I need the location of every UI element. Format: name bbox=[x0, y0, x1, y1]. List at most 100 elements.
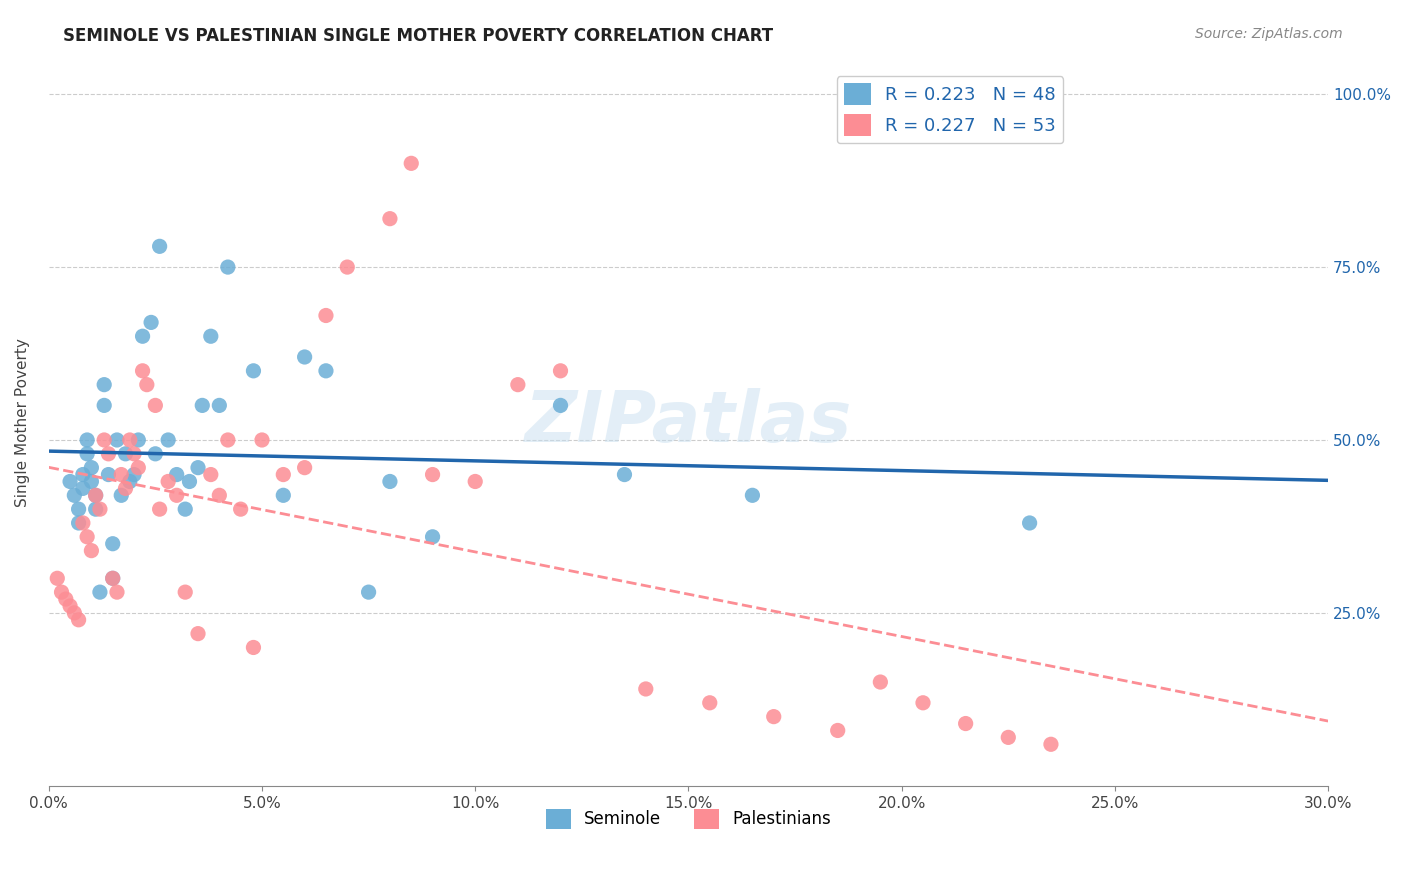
Point bbox=[118, 475, 141, 489]
Point bbox=[550, 398, 572, 412]
Point bbox=[63, 488, 86, 502]
Point bbox=[127, 460, 149, 475]
Point bbox=[174, 502, 197, 516]
Text: Source: ZipAtlas.com: Source: ZipAtlas.com bbox=[1195, 27, 1343, 41]
Point bbox=[80, 460, 103, 475]
Point bbox=[89, 502, 111, 516]
Legend: Seminole, Palestinians: Seminole, Palestinians bbox=[538, 802, 838, 836]
Point bbox=[72, 467, 94, 482]
Point bbox=[336, 260, 359, 274]
Point bbox=[187, 460, 209, 475]
Point bbox=[506, 377, 529, 392]
Point bbox=[378, 475, 401, 489]
Point bbox=[93, 377, 115, 392]
Point bbox=[110, 467, 132, 482]
Point bbox=[357, 585, 380, 599]
Point bbox=[550, 364, 572, 378]
Point bbox=[139, 315, 162, 329]
Point bbox=[250, 433, 273, 447]
Point bbox=[93, 398, 115, 412]
Point bbox=[166, 488, 188, 502]
Point bbox=[51, 585, 73, 599]
Point bbox=[135, 377, 157, 392]
Point bbox=[179, 475, 201, 489]
Point bbox=[80, 543, 103, 558]
Point bbox=[191, 398, 214, 412]
Point bbox=[157, 433, 180, 447]
Point bbox=[242, 640, 264, 655]
Point bbox=[122, 447, 145, 461]
Point bbox=[229, 502, 252, 516]
Point bbox=[84, 488, 107, 502]
Point bbox=[84, 502, 107, 516]
Point bbox=[114, 482, 136, 496]
Point bbox=[422, 467, 444, 482]
Point bbox=[315, 364, 337, 378]
Point bbox=[76, 433, 98, 447]
Point bbox=[634, 681, 657, 696]
Point bbox=[217, 260, 239, 274]
Point bbox=[174, 585, 197, 599]
Point bbox=[166, 467, 188, 482]
Point bbox=[145, 447, 167, 461]
Point bbox=[55, 592, 77, 607]
Point bbox=[72, 482, 94, 496]
Point bbox=[911, 696, 934, 710]
Point bbox=[59, 475, 82, 489]
Point bbox=[464, 475, 486, 489]
Point bbox=[67, 502, 90, 516]
Point bbox=[422, 530, 444, 544]
Point bbox=[101, 537, 124, 551]
Point bbox=[997, 731, 1019, 745]
Point bbox=[101, 571, 124, 585]
Point bbox=[1018, 516, 1040, 530]
Point bbox=[200, 467, 222, 482]
Point bbox=[208, 398, 231, 412]
Text: ZIPatlas: ZIPatlas bbox=[524, 388, 852, 458]
Point bbox=[294, 350, 316, 364]
Point bbox=[105, 433, 128, 447]
Point bbox=[827, 723, 849, 738]
Point bbox=[131, 364, 153, 378]
Point bbox=[118, 433, 141, 447]
Point bbox=[187, 626, 209, 640]
Point bbox=[80, 475, 103, 489]
Point bbox=[67, 613, 90, 627]
Point bbox=[105, 585, 128, 599]
Point bbox=[63, 606, 86, 620]
Point bbox=[97, 447, 120, 461]
Point bbox=[294, 460, 316, 475]
Point bbox=[399, 156, 422, 170]
Y-axis label: Single Mother Poverty: Single Mother Poverty bbox=[15, 338, 30, 508]
Point bbox=[145, 398, 167, 412]
Point bbox=[97, 467, 120, 482]
Point bbox=[59, 599, 82, 613]
Point bbox=[613, 467, 636, 482]
Point bbox=[762, 709, 785, 723]
Point bbox=[131, 329, 153, 343]
Point bbox=[242, 364, 264, 378]
Point bbox=[110, 488, 132, 502]
Point bbox=[378, 211, 401, 226]
Point bbox=[1039, 737, 1062, 751]
Point bbox=[217, 433, 239, 447]
Point bbox=[127, 433, 149, 447]
Point bbox=[67, 516, 90, 530]
Point bbox=[869, 675, 891, 690]
Point bbox=[741, 488, 763, 502]
Point bbox=[149, 502, 172, 516]
Point bbox=[101, 571, 124, 585]
Point bbox=[46, 571, 69, 585]
Text: SEMINOLE VS PALESTINIAN SINGLE MOTHER POVERTY CORRELATION CHART: SEMINOLE VS PALESTINIAN SINGLE MOTHER PO… bbox=[63, 27, 773, 45]
Point bbox=[149, 239, 172, 253]
Point bbox=[76, 447, 98, 461]
Point bbox=[315, 309, 337, 323]
Point bbox=[200, 329, 222, 343]
Point bbox=[89, 585, 111, 599]
Point bbox=[699, 696, 721, 710]
Point bbox=[84, 488, 107, 502]
Point bbox=[271, 467, 294, 482]
Point bbox=[76, 530, 98, 544]
Point bbox=[114, 447, 136, 461]
Point bbox=[955, 716, 977, 731]
